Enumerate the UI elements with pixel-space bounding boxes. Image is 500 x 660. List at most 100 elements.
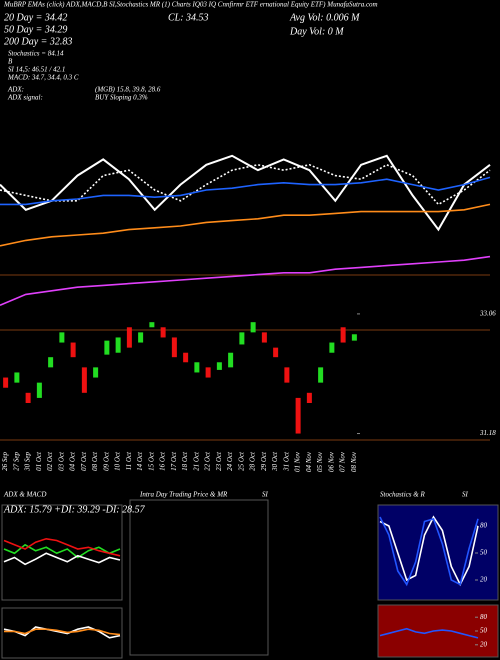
- candle: [261, 332, 267, 343]
- candle: [36, 382, 42, 398]
- x-tick-label: 07 Oct: [80, 451, 88, 471]
- ma20: 20 Day = 34.42: [4, 12, 67, 23]
- adx-buy: BUY Sloping 0.3%: [95, 94, 148, 102]
- candle: [183, 352, 189, 363]
- rsi: SI 14,5: 46.51 / 42.1: [8, 66, 65, 74]
- y-tick-label: 33.06: [479, 310, 496, 318]
- x-tick-label: 24 Oct: [226, 451, 234, 471]
- y-tick-label: 50: [480, 627, 488, 635]
- ma50: 50 Day = 34.29: [4, 24, 67, 35]
- series-line: [3, 537, 121, 557]
- x-tick-label: 03 Oct: [57, 451, 65, 471]
- intraday-panel: [129, 499, 269, 656]
- x-tick-label: 08 Nov: [350, 451, 358, 472]
- x-tick-label: 31 Oct: [282, 451, 290, 472]
- banner: MuBRP EMAs (click) ADX,MACD,B SI,Stochas…: [3, 1, 378, 9]
- adx-title: ADX & MACD: [3, 491, 46, 499]
- candle: [273, 347, 279, 358]
- x-tick-label: 30 Oct: [271, 451, 279, 472]
- candle: [250, 322, 256, 333]
- candle: [306, 392, 312, 403]
- x-tick-label: 08 Oct: [91, 451, 99, 471]
- series-line: [3, 626, 121, 639]
- b-label: B: [8, 58, 13, 66]
- candle: [115, 337, 121, 353]
- adx-signal: ADX signal:: [7, 94, 43, 102]
- adx-values: (MGB) 15.8, 39.8, 28.6: [95, 86, 161, 94]
- candle: [104, 340, 110, 355]
- x-tick-label: 07 Nov: [339, 451, 347, 472]
- x-tick-label: 04 Oct: [69, 451, 77, 471]
- candle: [351, 334, 357, 341]
- candle: [228, 352, 234, 368]
- day-vol: Day Vol: 0 M: [289, 26, 344, 37]
- x-tick-label: 21 Oct: [192, 451, 200, 471]
- candle: [329, 342, 335, 353]
- x-tick-label: 29 Oct: [260, 451, 268, 471]
- candle: [81, 367, 87, 393]
- x-tick-label: 27 Sep: [12, 452, 20, 471]
- candle: [160, 327, 166, 338]
- y-tick-label: 31.18: [479, 429, 496, 437]
- macd: MACD: 34.7, 34.4, 0.3 C: [7, 74, 79, 82]
- candle: [93, 367, 99, 378]
- y-tick-label: 50: [480, 549, 488, 557]
- intraday-si: SI: [262, 491, 269, 499]
- candle: [318, 367, 324, 383]
- stochastics: Stochastics = 84.14: [8, 50, 64, 58]
- series-line: [0, 203, 491, 247]
- x-tick-label: 22 Oct: [204, 451, 212, 471]
- candle: [284, 367, 290, 383]
- macd-panel: [1, 607, 123, 659]
- series-line: [3, 552, 121, 566]
- candle: [59, 332, 65, 343]
- candle: [70, 342, 76, 358]
- x-tick-label: 01 Nov: [294, 451, 302, 472]
- series-line: [379, 516, 479, 587]
- candle: [14, 372, 20, 383]
- x-tick-label: 06 Nov: [327, 451, 335, 472]
- candle: [25, 392, 31, 403]
- y-tick-label: 20: [480, 576, 488, 584]
- y-tick-label: 20: [480, 640, 488, 648]
- y-tick-label: 80: [480, 522, 488, 530]
- candle: [138, 332, 144, 343]
- adx-panel: [1, 504, 123, 601]
- y-tick-label: 80: [480, 613, 488, 621]
- ma200: 200 Day = 32.83: [4, 36, 72, 47]
- x-tick-label: 25 Oct: [237, 451, 245, 471]
- intraday-title: Intra Day Trading Price & MR: [139, 491, 228, 499]
- candle: [295, 397, 301, 434]
- series-line: [0, 255, 491, 306]
- x-tick-label: 11 Oct: [125, 451, 133, 470]
- x-tick-label: 30 Sep: [24, 452, 32, 472]
- candle: [239, 332, 245, 345]
- x-tick-label: 14 Oct: [136, 451, 144, 471]
- candle: [340, 327, 346, 343]
- x-tick-label: 10 Oct: [114, 451, 122, 471]
- stoch-title: Stochastics & R: [380, 491, 425, 499]
- series-line: [379, 627, 479, 639]
- x-tick-label: 28 Oct: [249, 451, 257, 471]
- x-tick-label: 17 Oct: [170, 451, 178, 471]
- candle: [126, 327, 132, 348]
- x-tick-label: 04 Nov: [305, 451, 313, 472]
- candle: [171, 337, 177, 358]
- candle: [149, 322, 155, 328]
- series-line: [0, 163, 491, 206]
- x-tick-label: 09 Oct: [102, 451, 110, 471]
- adx-values: ADX: 15.79 +DI: 39.29 -DI: 28.57: [3, 504, 146, 515]
- x-tick-label: 18 Oct: [181, 451, 189, 471]
- stoch-si: SI: [462, 491, 469, 499]
- x-tick-label: 01 Oct: [35, 451, 43, 471]
- adx-label: ADX:: [7, 86, 24, 94]
- x-tick-label: 26 Sep: [1, 452, 9, 471]
- candle: [3, 377, 9, 388]
- x-tick-label: 05 Nov: [316, 451, 324, 472]
- candle: [48, 357, 54, 368]
- close: CL: 34.53: [168, 12, 209, 23]
- x-tick-label: 23 Oct: [215, 451, 223, 471]
- series-line: [4, 628, 121, 636]
- x-tick-label: 02 Oct: [46, 451, 54, 471]
